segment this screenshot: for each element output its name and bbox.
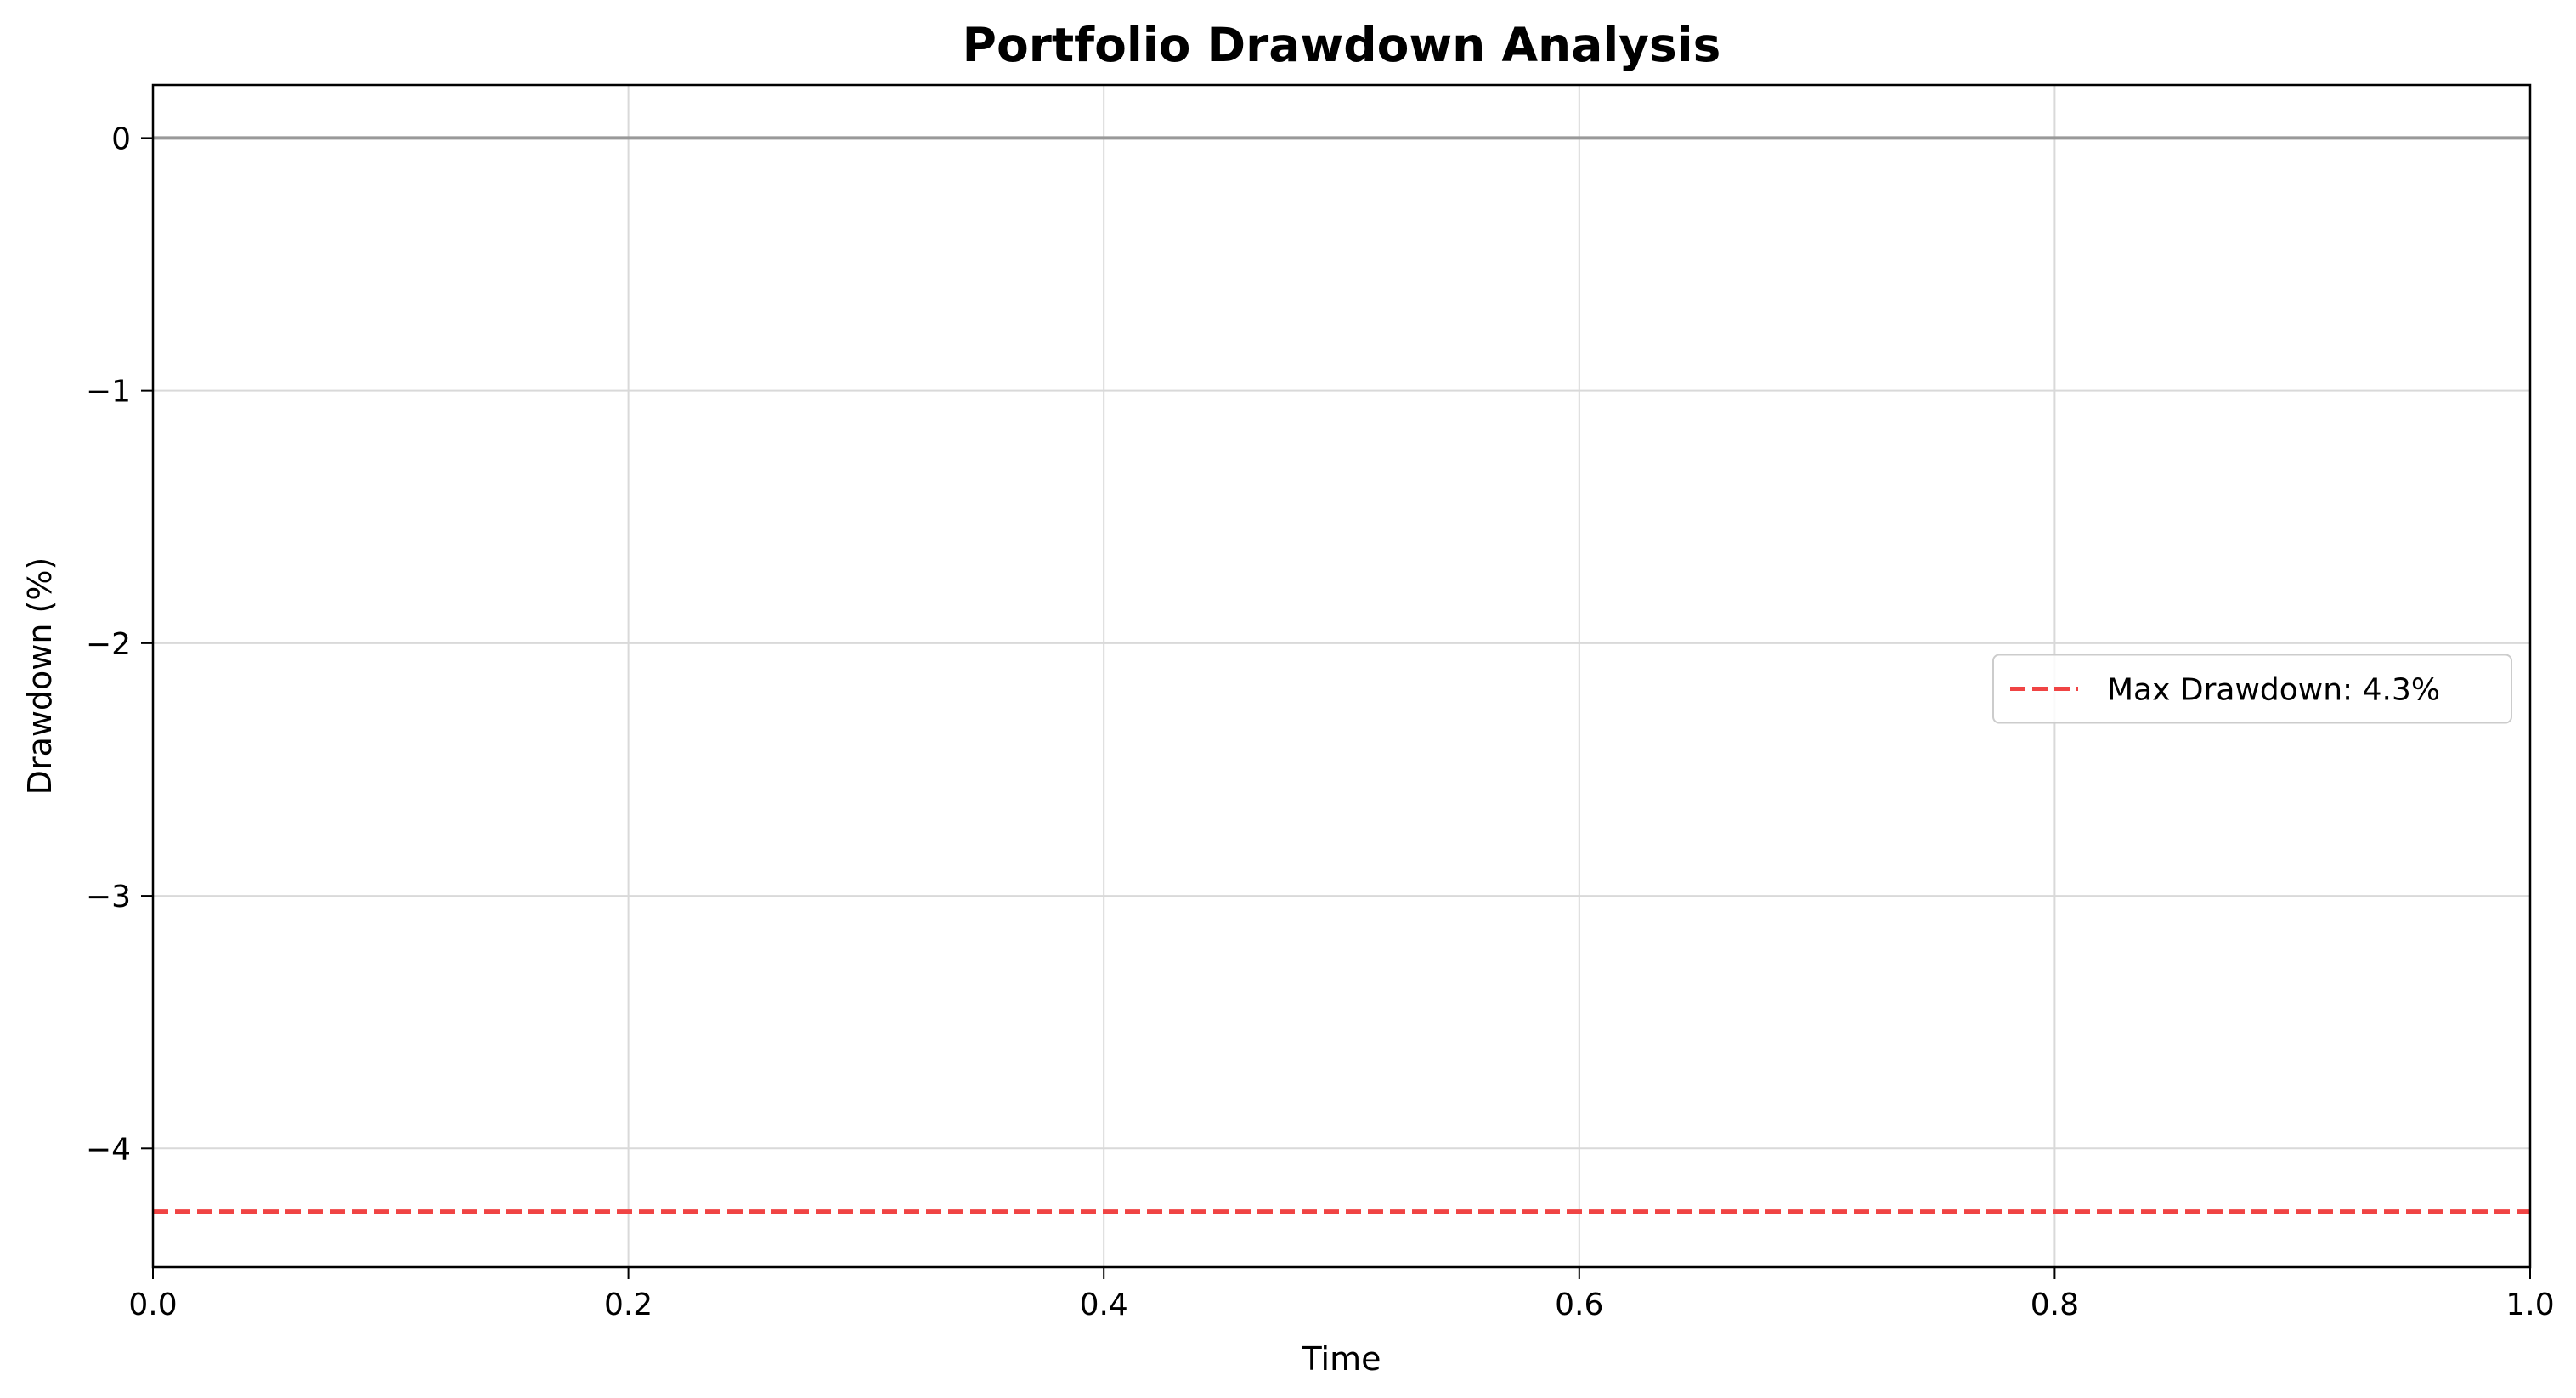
y-tick-label: 0 [111,122,131,156]
x-tick-label: 0.0 [128,1288,177,1322]
x-tick-label: 0.4 [1080,1288,1128,1322]
x-tick-label: 0.8 [2031,1288,2079,1322]
chart-title: Portfolio Drawdown Analysis [963,18,1721,72]
y-tick-label: −3 [86,880,131,914]
legend-box [1992,654,2512,724]
legend: Max Drawdown: 4.3% [1992,654,2512,724]
y-tick-label: −2 [86,627,131,662]
x-axis-ticks: 0.0 0.2 0.4 0.6 0.8 1.0 [128,1267,2555,1322]
x-tick-label: 1.0 [2505,1288,2554,1322]
y-tick-label: −4 [86,1132,131,1167]
y-axis-label: Drawdown (%) [21,558,59,795]
axes-frame [151,83,2532,1269]
y-axis-ticks: 0 −1 −2 −3 −4 [86,122,153,1167]
x-axis-label: Time [1302,1340,1381,1378]
reference-lines [153,136,2530,1214]
legend-label-max-drawdown: Max Drawdown: 4.3% [2107,673,2440,708]
y-tick-label: −1 [86,375,131,410]
x-tick-label: 0.2 [604,1288,652,1322]
x-tick-label: 0.6 [1555,1288,1603,1322]
